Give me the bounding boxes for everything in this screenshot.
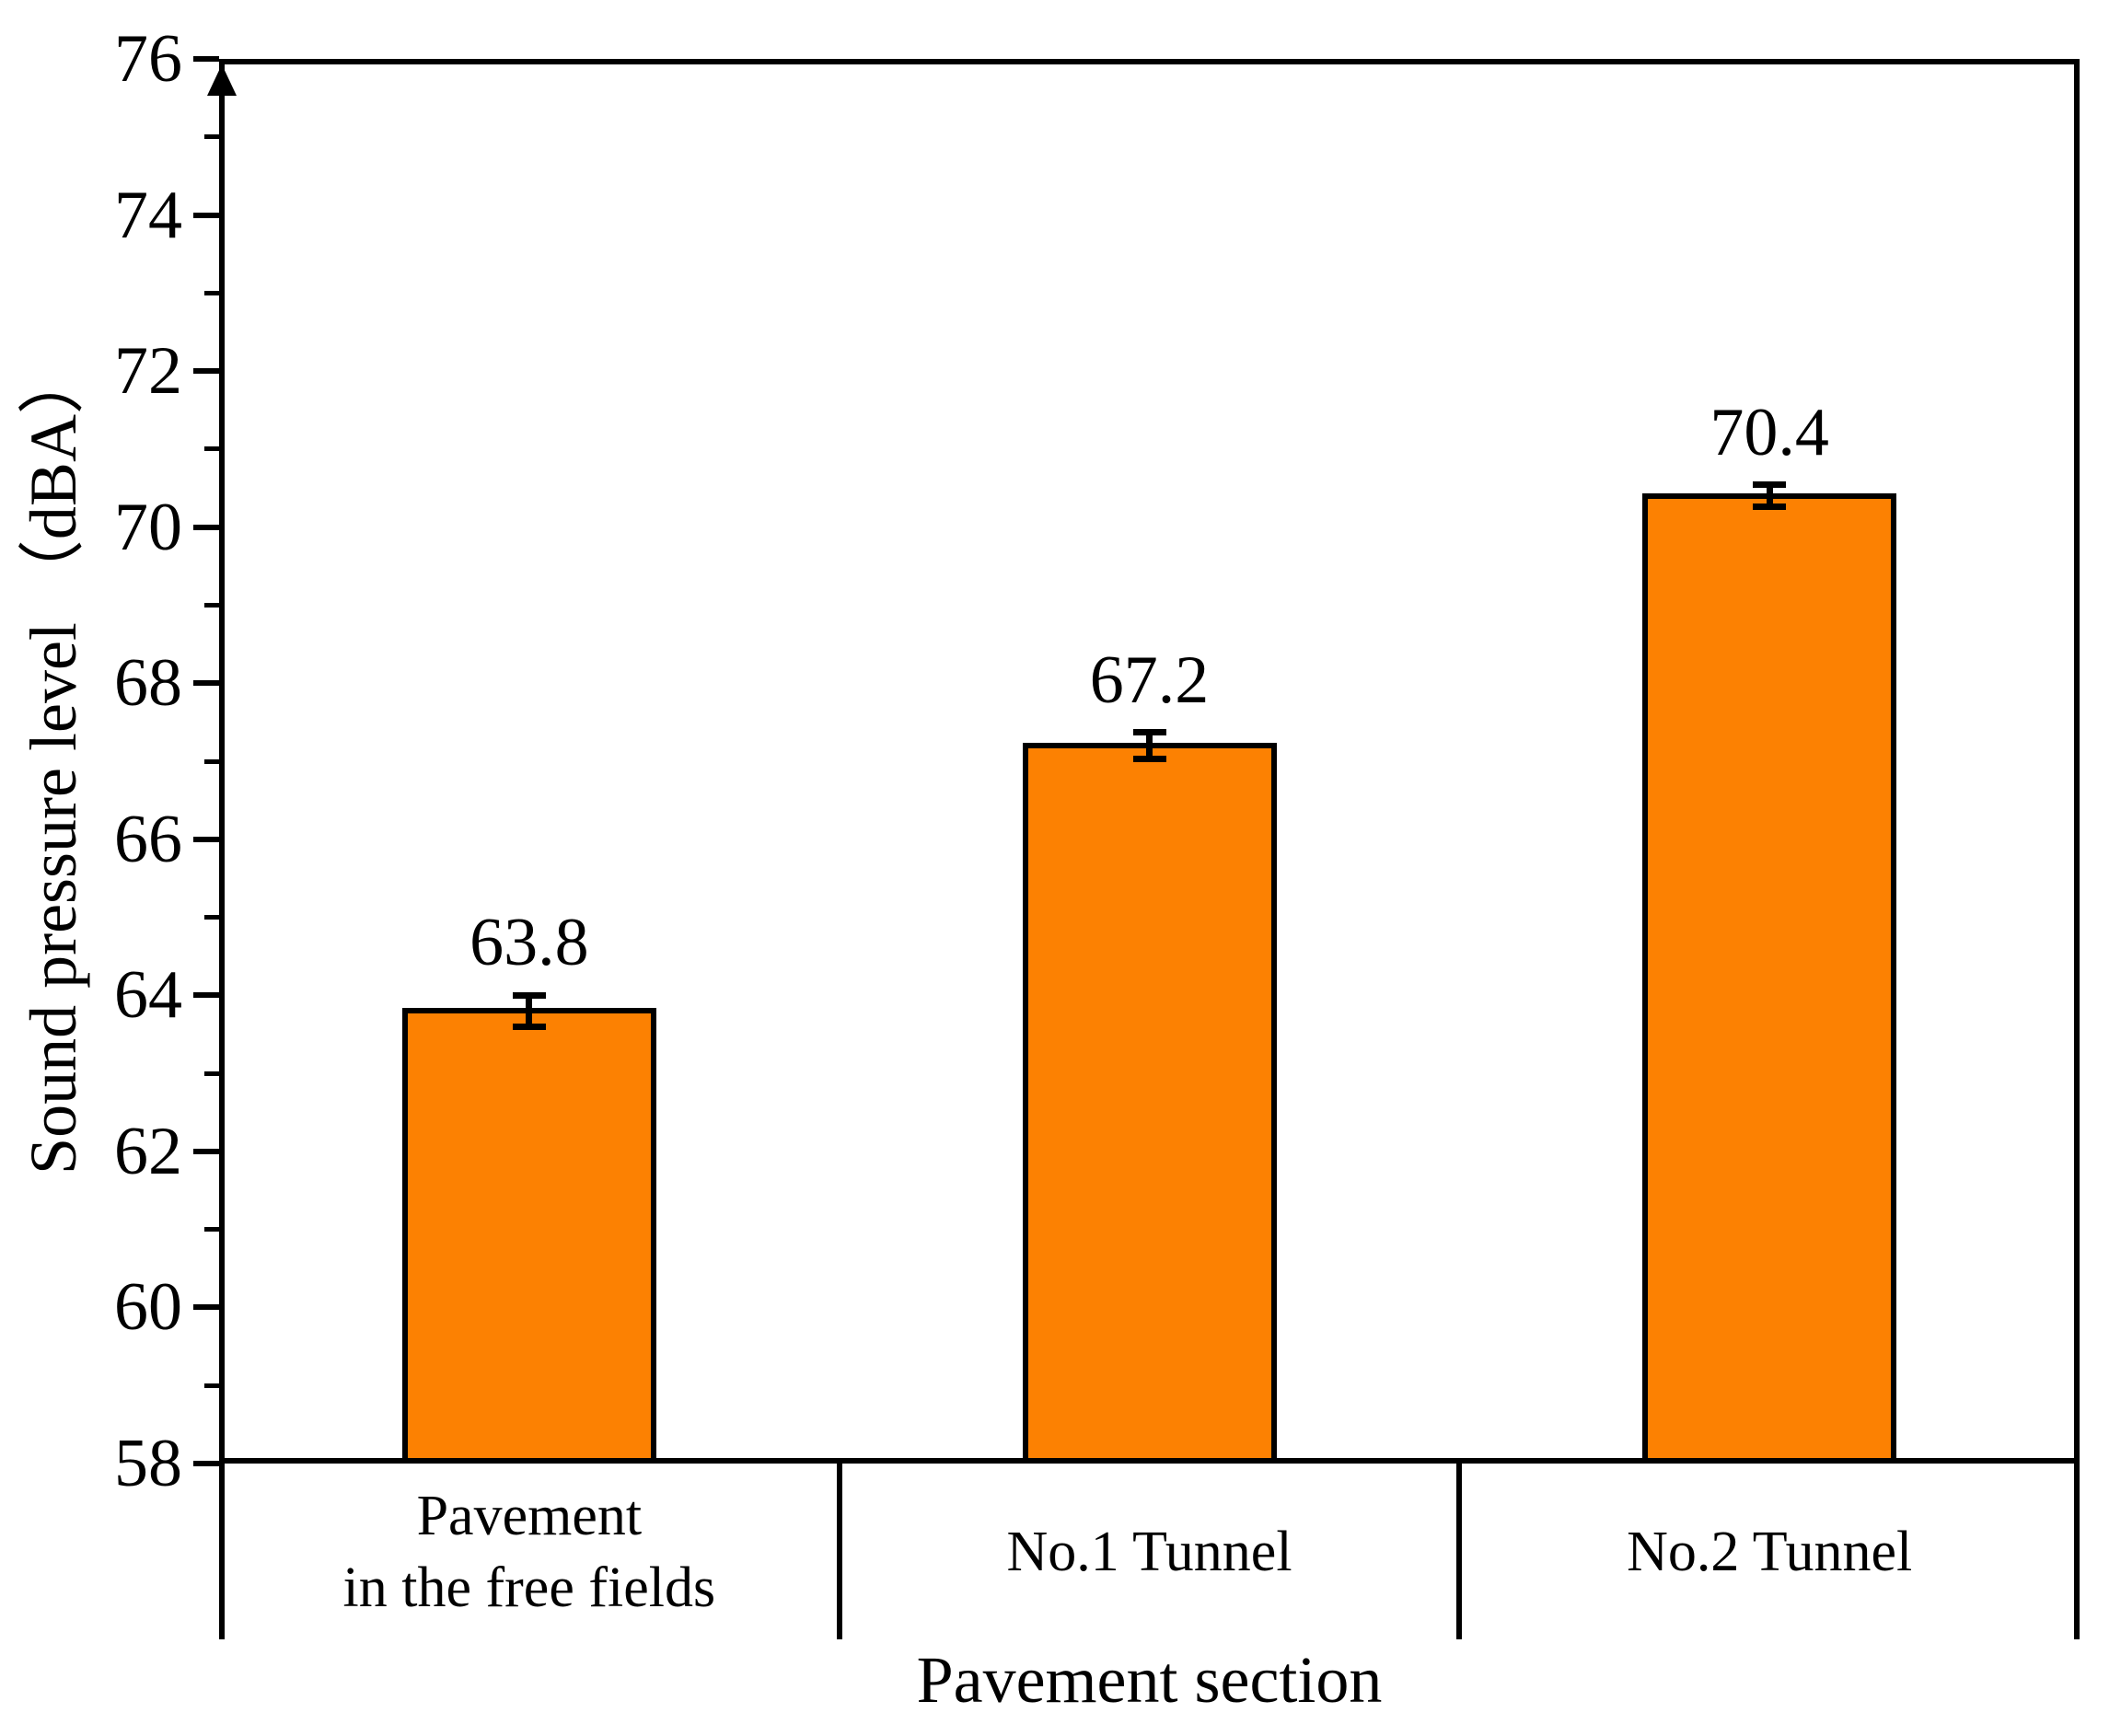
category-label: No.2 Tunnel [1466, 1516, 2073, 1588]
y-minor-tick [204, 602, 219, 608]
error-bar-bottom-cap [512, 1023, 546, 1030]
y-tick-label: 68 [114, 645, 182, 722]
y-tick-label: 60 [114, 1269, 182, 1346]
y-axis-title: Sound pressure level （dBA） [17, 348, 90, 1175]
y-tick-label: 76 [114, 21, 182, 97]
y-tick-label: 72 [114, 333, 182, 410]
category-label-line: No.2 Tunnel [1627, 1521, 1913, 1583]
x-axis-title: Pavement section [916, 1643, 1383, 1717]
category-divider [219, 1464, 225, 1639]
y-minor-tick [204, 758, 219, 764]
y-minor-tick [204, 134, 219, 140]
error-bar-top-cap [1132, 729, 1166, 736]
category-divider [2074, 1464, 2080, 1639]
category-divider [836, 1464, 842, 1639]
category-label: No.1 Tunnel [846, 1516, 1454, 1588]
y-major-tick [193, 992, 219, 999]
error-bar-line [526, 995, 533, 1027]
error-bar-bottom-cap [1753, 503, 1787, 511]
y-major-tick [193, 1148, 219, 1154]
y-major-tick [193, 1304, 219, 1311]
y-minor-tick [204, 915, 219, 920]
y-minor-tick [204, 446, 219, 452]
bar-value-label: 70.4 [1710, 394, 1829, 470]
y-axis-up-arrow-icon [207, 64, 237, 96]
y-tick-label: 58 [114, 1426, 182, 1501]
y-minor-tick [204, 1383, 219, 1388]
y-major-tick [193, 56, 219, 62]
y-major-tick [193, 368, 219, 375]
y-major-tick [193, 680, 219, 687]
y-tick-label: 74 [114, 177, 182, 253]
y-major-tick [193, 836, 219, 842]
category-label-line: No.1 Tunnel [1006, 1521, 1292, 1583]
y-tick-label: 70 [114, 489, 182, 565]
error-bar-top-cap [1753, 481, 1787, 489]
y-major-tick [193, 212, 219, 218]
y-major-tick [193, 1461, 219, 1466]
y-minor-tick [204, 1227, 219, 1233]
bar-value-label: 67.2 [1089, 642, 1210, 718]
y-tick-label: 64 [114, 957, 182, 1034]
category-label-line: in the free fields [342, 1557, 716, 1619]
error-bar-line [1766, 484, 1773, 507]
category-divider [1456, 1464, 1463, 1639]
category-label-line: Pavement [416, 1485, 643, 1547]
y-major-tick [193, 524, 219, 530]
y-tick-label: 62 [114, 1113, 182, 1189]
y-minor-tick [204, 290, 219, 295]
y-tick-label: 66 [114, 801, 182, 877]
bar [1642, 492, 1897, 1464]
bar [401, 1008, 656, 1464]
error-bar-top-cap [512, 991, 546, 999]
error-bar-line [1146, 732, 1153, 759]
bar-value-label: 63.8 [469, 905, 589, 981]
y-minor-tick [204, 1071, 219, 1076]
error-bar-bottom-cap [1132, 755, 1166, 762]
bar [1022, 743, 1277, 1464]
category-label: Pavement in the free fields [226, 1480, 833, 1624]
